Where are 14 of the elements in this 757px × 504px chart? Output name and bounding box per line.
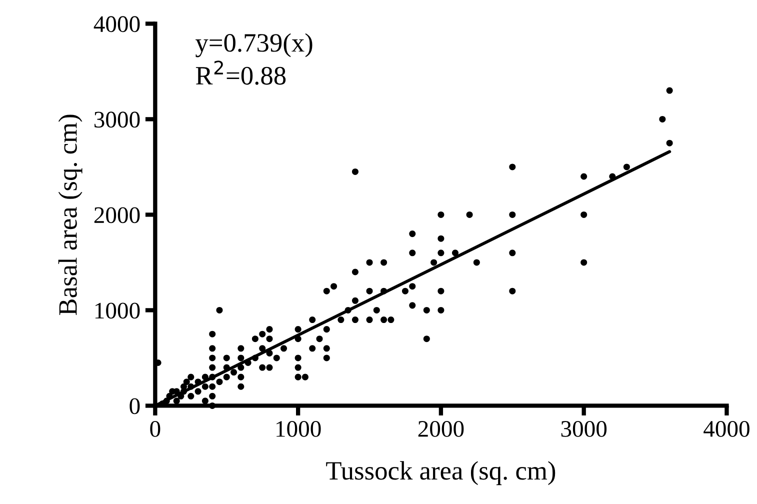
annotation: y=0.739(x)	[196, 33, 312, 58]
y-tick-label: 1000	[95, 302, 140, 319]
y-axis-title: Basal area (sq. cm)	[58, 114, 82, 316]
x-tick-label: 1000	[276, 420, 321, 437]
annotation: R$^{2}$=0.88	[196, 60, 286, 85]
y-tick-label: 3000	[94, 112, 140, 128]
x-tick-label: 4000	[704, 420, 750, 437]
x-tick-label: 0	[150, 420, 160, 437]
x-axis-title: Tussock area (sq. cm)	[326, 461, 556, 486]
y-tick-label: 2000	[94, 207, 140, 224]
y-tick-label: 0	[130, 398, 140, 414]
x-tick-label: 3000	[561, 420, 607, 437]
y-tick-label: 4000	[94, 16, 140, 32]
x-tick-label: 2000	[418, 420, 464, 437]
